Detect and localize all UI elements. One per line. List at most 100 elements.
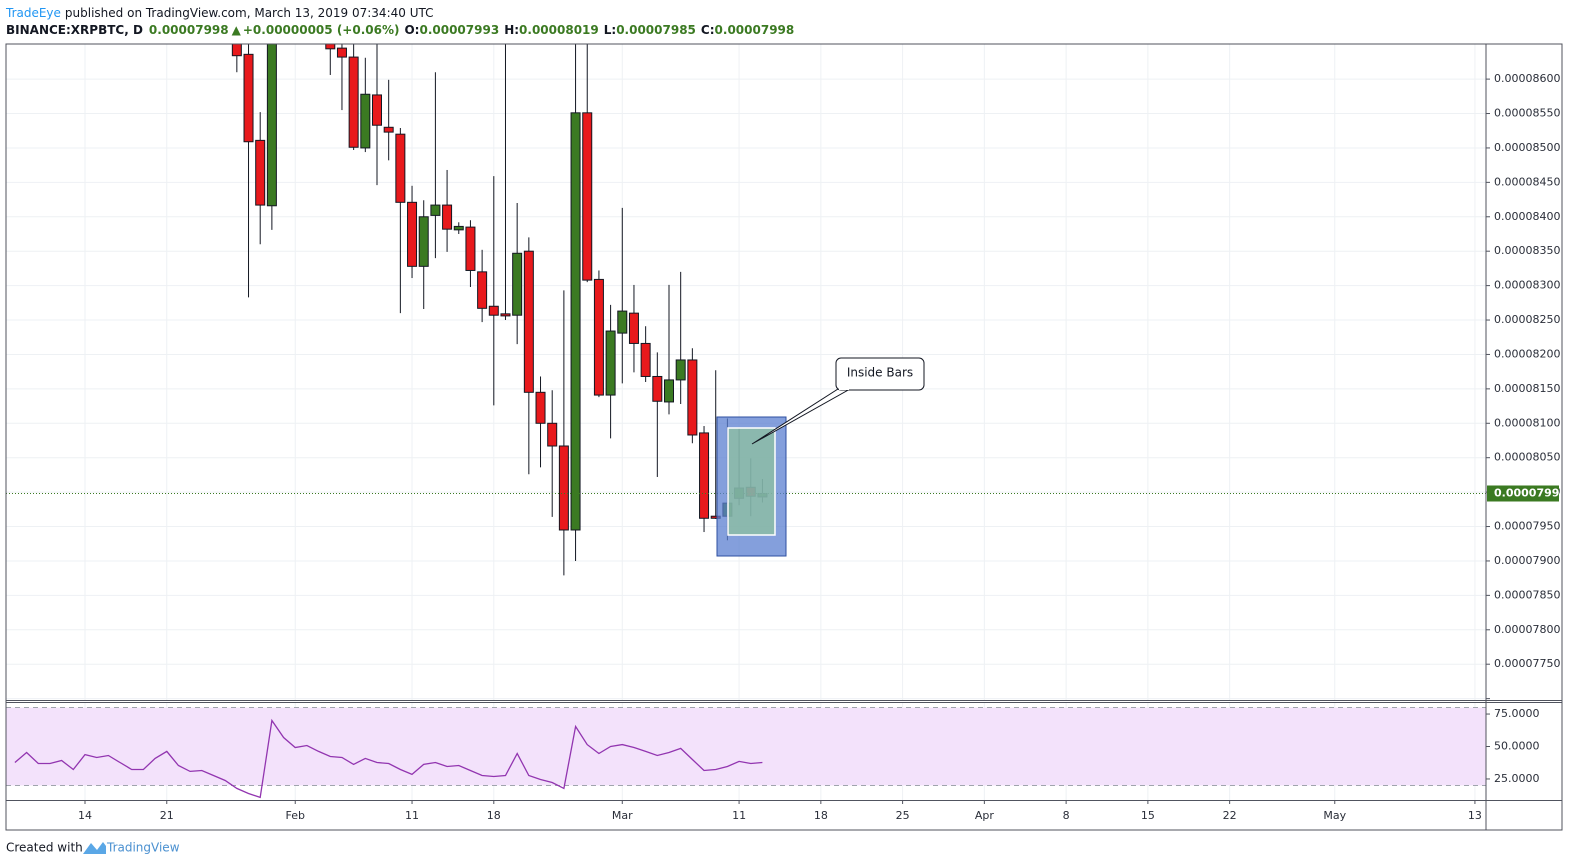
logo — [83, 842, 106, 854]
inside-box — [727, 427, 776, 536]
candle-body — [255, 139, 266, 206]
candle-body — [664, 379, 674, 403]
candle-body — [582, 112, 593, 281]
y-tick-label: 0.00008350 — [1494, 244, 1560, 257]
candle-body — [407, 201, 418, 267]
y-tick-label: 0.00007750 — [1494, 657, 1560, 670]
candle-body — [336, 47, 347, 58]
author: TradeEye — [5, 6, 61, 20]
symbol-line: BINANCE:XRPBTC, D 0.00007998 ▲ +0.00000005 … — [6, 23, 794, 37]
o-label: O: — [404, 23, 419, 37]
candle-body — [547, 422, 558, 447]
published: published on TradingView.com, March 13, … — [65, 6, 434, 20]
x-tick-label: May — [1323, 809, 1346, 822]
x-tick-label: 18 — [814, 809, 828, 822]
y2-tick-label: 75.0000 — [1494, 707, 1540, 720]
y-tick-label: 0.00008100 — [1494, 416, 1560, 429]
y-tick-label: 0.00008050 — [1494, 451, 1560, 464]
last-price-label: 0.00007998 — [1494, 486, 1567, 499]
y-tick-label: 0.00008300 — [1494, 279, 1560, 292]
candle-body — [488, 305, 499, 316]
band-fill — [6, 707, 1486, 786]
x-tick-label: 21 — [160, 809, 174, 822]
x-tick-label: 15 — [1141, 809, 1155, 822]
footer-brand: TradingView — [106, 841, 180, 855]
footer-created: Created with — [6, 841, 83, 855]
y-tick-label: 0.00008500 — [1494, 141, 1560, 154]
annotation: Inside Bars — [847, 366, 913, 380]
x-tick-label: 11 — [732, 809, 746, 822]
candle-body — [348, 56, 359, 148]
rsi-band — [6, 707, 1486, 786]
h: 0.00008019 — [519, 23, 599, 37]
y2-tick-label: 50.0000 — [1494, 740, 1540, 753]
c-label: C: — [701, 23, 715, 37]
rsi — [14, 718, 763, 799]
candle-body — [675, 359, 686, 381]
candle-body — [325, 44, 336, 50]
rsi-line — [14, 718, 763, 799]
l-label: L: — [604, 23, 616, 37]
candle-body — [605, 330, 616, 396]
candle-body — [453, 225, 464, 231]
header-line: TradeEye published on TradingView.com, Ma… — [5, 6, 433, 20]
candle-body — [231, 44, 242, 57]
y-tick-label: 0.00007800 — [1494, 623, 1560, 636]
x-tick-label: 8 — [1063, 809, 1070, 822]
x-tick-label: 14 — [78, 809, 92, 822]
symbol: BINANCE:XRPBTC, D — [6, 23, 143, 37]
candle-body — [360, 93, 371, 149]
y-tick-label: 0.00007900 — [1494, 554, 1560, 567]
x-tick-label: Feb — [285, 809, 304, 822]
o: 0.00007993 — [419, 23, 499, 37]
c: 0.00007998 — [715, 23, 795, 37]
y-tick-label: 0.00008550 — [1494, 107, 1560, 120]
candle-body — [640, 342, 651, 377]
y-tick-label: 0.00008150 — [1494, 382, 1560, 395]
x-tick-label: 22 — [1223, 809, 1237, 822]
h-label: H: — [504, 23, 519, 37]
candle-body — [593, 278, 604, 396]
candle-body — [418, 216, 429, 267]
y-tick-label: 0.00008450 — [1494, 175, 1560, 188]
candle-body — [628, 312, 639, 344]
candle-body — [687, 359, 698, 436]
x-tick-label: 25 — [896, 809, 910, 822]
candle-body — [570, 112, 581, 531]
candle-body — [372, 94, 382, 126]
candle-body — [395, 133, 406, 203]
arrow: ▲ — [232, 23, 242, 37]
candle-body — [477, 271, 488, 309]
change: +0.00000005 (+0.06%) — [243, 23, 400, 37]
frame — [5, 43, 1563, 831]
y-tick-label: 0.00007950 — [1494, 520, 1560, 533]
y-tick-label: 0.00007850 — [1494, 588, 1560, 601]
candle-body — [535, 391, 546, 424]
l: 0.00007985 — [616, 23, 696, 37]
last-price-badge — [1487, 485, 1559, 502]
x-tick-label: Apr — [975, 809, 995, 822]
y-tick-label: 0.00008200 — [1494, 347, 1560, 360]
candles — [6, 44, 1486, 576]
x-tick-label: 11 — [405, 809, 419, 822]
x-tick-label: 13 — [1468, 809, 1482, 822]
candle-body — [617, 310, 628, 334]
y-tick-label: 0.00008600 — [1494, 72, 1560, 85]
candle-body — [500, 313, 511, 317]
grid — [6, 44, 1486, 800]
last: 0.00007998 — [149, 23, 229, 37]
candle-body — [699, 432, 710, 519]
candle-body — [442, 204, 453, 230]
candle-body — [523, 250, 534, 393]
x-tick-label: Mar — [612, 809, 633, 822]
y-tick-label: 0.00008250 — [1494, 313, 1560, 326]
candle-body — [558, 445, 569, 531]
x-tick-label: 18 — [487, 809, 501, 822]
y-tick-label: 0.00008400 — [1494, 210, 1560, 223]
axes: 0.00007750 0.00007800 0.00007850 0.00007900… — [78, 72, 1567, 822]
candle-body — [266, 44, 277, 207]
candle-body — [243, 53, 254, 143]
callout-box — [835, 357, 925, 391]
candle-body — [430, 204, 441, 216]
